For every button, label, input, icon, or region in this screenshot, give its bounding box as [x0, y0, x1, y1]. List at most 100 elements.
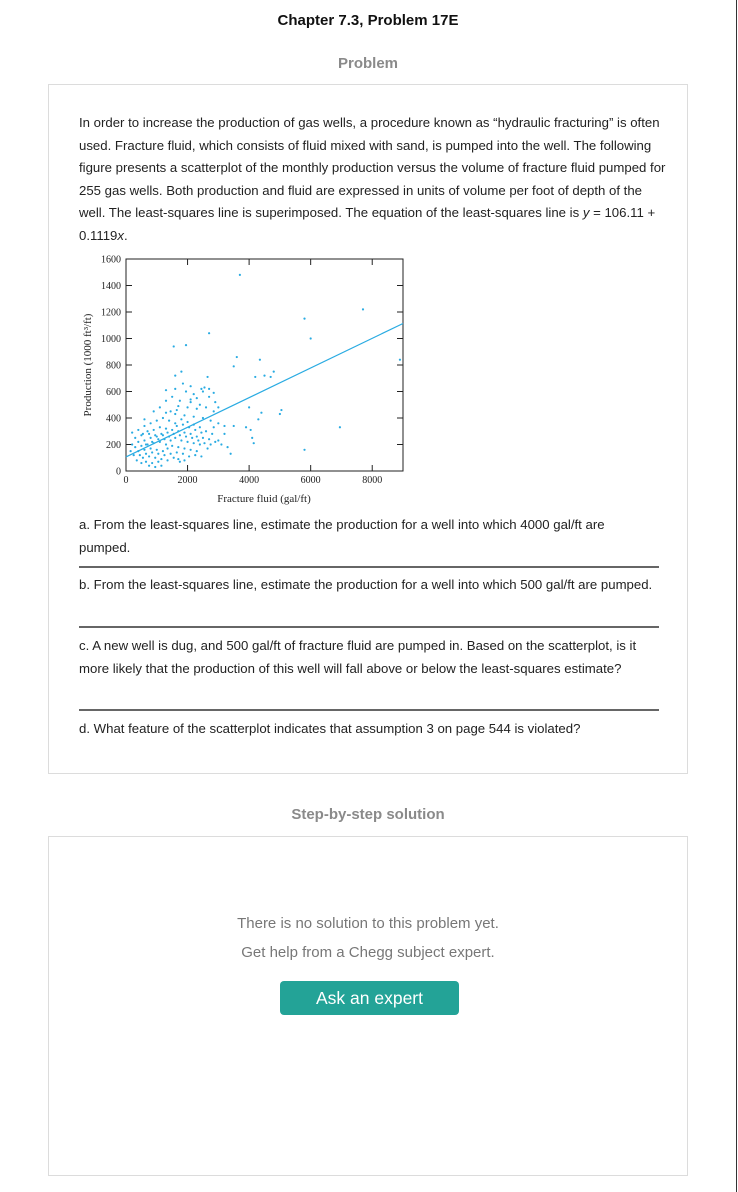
data-point [238, 273, 241, 276]
x-tick-label: 6000 [301, 475, 321, 486]
data-point [174, 387, 177, 390]
question-b: b. From the least-squares line, estimate… [79, 577, 653, 592]
data-point [174, 422, 177, 425]
expert-help-message: Get help from a Chegg subject expert. [241, 944, 495, 961]
data-point [183, 431, 186, 434]
data-point [143, 448, 146, 451]
data-point [206, 447, 209, 450]
data-point [263, 374, 266, 377]
data-point [191, 436, 194, 439]
data-point [257, 418, 260, 421]
data-point [194, 454, 197, 457]
data-point [143, 418, 146, 421]
plot-frame [125, 258, 404, 472]
solution-section-label: Step-by-step solution [291, 806, 445, 823]
data-point [198, 443, 201, 446]
data-point [169, 452, 172, 455]
data-point [209, 419, 212, 422]
scatterplot-figure: 0 200 400 600 800 1000 1200 1400 1600 0 2000 4000 6… [82, 255, 404, 505]
data-point [189, 448, 192, 451]
data-point [157, 460, 160, 463]
data-point [175, 424, 178, 428]
data-point [175, 408, 178, 412]
data-point [171, 395, 174, 398]
data-point [166, 447, 169, 450]
data-point [181, 423, 185, 426]
data-point [154, 434, 157, 437]
data-point [140, 461, 143, 465]
data-point [144, 460, 148, 463]
data-point [217, 439, 220, 442]
data-point [200, 431, 203, 434]
data-point [249, 428, 252, 432]
page-right-border [736, 0, 737, 1192]
equation-end: . [123, 227, 128, 243]
question-d: d. What feature of the scatterplot indic… [79, 721, 581, 736]
data-point [143, 424, 146, 428]
data-point [178, 399, 181, 402]
data-point [166, 431, 169, 434]
data-point [195, 450, 198, 453]
data-point [203, 386, 206, 389]
data-point [154, 465, 157, 469]
data-point [189, 398, 192, 401]
data-point [217, 422, 220, 425]
data-point [186, 440, 189, 443]
ask-an-expert-button[interactable]: Ask an expert [280, 981, 459, 1015]
x-axis-ticks: 0 2000 4000 6000 8000 [124, 259, 382, 486]
data-point [171, 444, 174, 447]
data-point [229, 452, 232, 455]
data-point [172, 345, 175, 348]
data-point [192, 415, 195, 418]
data-point [160, 432, 163, 435]
data-point [200, 387, 203, 390]
data-point [189, 432, 192, 435]
data-point [235, 355, 238, 359]
data-point [146, 443, 149, 446]
data-point [212, 426, 215, 429]
data-point [177, 446, 180, 449]
data-point [164, 427, 168, 430]
data-point [161, 450, 165, 453]
data-point [155, 419, 158, 422]
data-point [269, 375, 272, 379]
data-point [157, 438, 160, 441]
data-point [260, 411, 263, 414]
data-point [195, 397, 198, 400]
data-point [160, 457, 163, 461]
data-point [169, 410, 172, 413]
data-point [158, 406, 161, 409]
data-point [147, 432, 151, 435]
data-point [251, 436, 254, 439]
problem-intro: In order to increase the production of g… [79, 112, 669, 248]
data-point [214, 401, 217, 404]
equation-y: y [582, 205, 590, 221]
data-point [131, 443, 134, 446]
data-point [208, 438, 211, 441]
data-point [163, 454, 166, 457]
data-point [223, 424, 226, 428]
data-point [149, 422, 152, 425]
data-point [166, 459, 169, 462]
y-tick-label: 400 [106, 414, 121, 425]
data-point [180, 418, 183, 421]
data-point [200, 455, 203, 458]
y-tick-label: 1200 [101, 308, 121, 319]
data-point [183, 414, 186, 417]
data-point [174, 412, 177, 416]
data-point [201, 416, 205, 420]
data-point [177, 404, 180, 408]
data-point [178, 434, 181, 437]
data-point [226, 446, 229, 449]
data-point [309, 337, 312, 340]
data-point [208, 332, 211, 335]
divider [79, 709, 659, 711]
plot-area: 0 200 400 600 800 1000 1200 1400 1600 0 2000 4000 6… [101, 255, 404, 486]
data-point [254, 375, 257, 379]
x-axis-label: Fracture fluid (gal/ft) [217, 493, 311, 505]
data-point [137, 428, 140, 432]
data-point [155, 435, 158, 438]
data-point [140, 444, 143, 447]
y-tick-label: 1400 [101, 281, 121, 292]
data-point [201, 390, 205, 393]
